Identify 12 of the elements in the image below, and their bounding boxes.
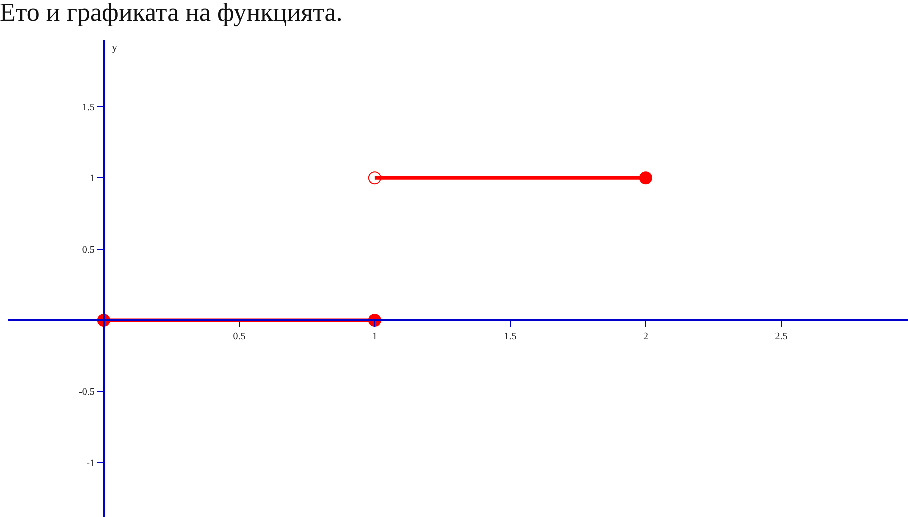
y-axis-title: y (112, 42, 118, 54)
x-tick-label: 2.5 (775, 332, 788, 343)
x-tick-label: 0.5 (233, 332, 246, 343)
y-tick-label: 1.5 (82, 102, 95, 114)
x-tick-label: 1.5 (504, 332, 517, 343)
y-tick-label: -1 (86, 458, 95, 470)
y-tick-label: 1 (90, 174, 95, 185)
x-tick-label: 1 (372, 332, 378, 343)
y-tick-label: 0.5 (82, 244, 95, 256)
chart-title: Ето и графиката на функцията. (0, 0, 343, 27)
y-tick-label: -0.5 (79, 387, 95, 398)
x-tick-label: 2 (643, 332, 648, 343)
